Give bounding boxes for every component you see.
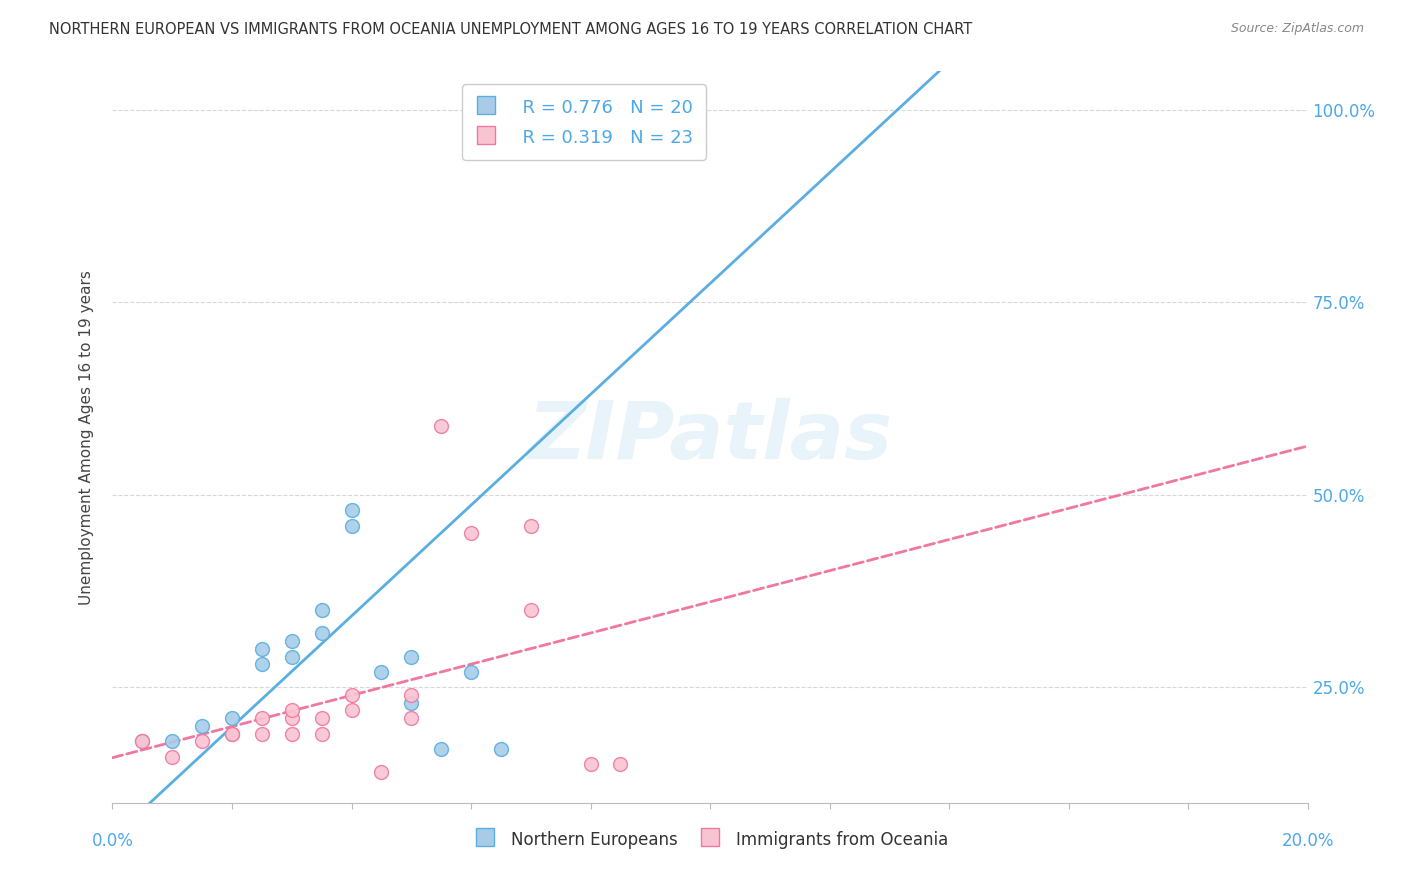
Point [281, 726, 304, 740]
Text: ZIPatlas: ZIPatlas [527, 398, 893, 476]
Point [250, 657, 273, 672]
Point [131, 734, 153, 748]
Point [250, 641, 273, 656]
Point [162, 749, 183, 764]
Point [162, 734, 183, 748]
Text: Source: ZipAtlas.com: Source: ZipAtlas.com [1230, 22, 1364, 36]
Point [191, 719, 214, 733]
Point [311, 711, 333, 725]
Point [311, 726, 333, 740]
Point [311, 626, 333, 640]
Point [401, 649, 423, 664]
Point [460, 665, 482, 679]
Y-axis label: Unemployment Among Ages 16 to 19 years: Unemployment Among Ages 16 to 19 years [79, 269, 94, 605]
Point [340, 688, 363, 702]
Point [520, 603, 543, 617]
Point [281, 711, 304, 725]
Point [281, 703, 304, 717]
Point [191, 734, 214, 748]
Point [460, 526, 482, 541]
Point [311, 603, 333, 617]
Point [669, 103, 692, 117]
Point [520, 518, 543, 533]
Point [221, 726, 243, 740]
Point [579, 757, 602, 772]
Text: 20.0%: 20.0% [1281, 832, 1334, 850]
Point [131, 734, 153, 748]
Point [609, 103, 631, 117]
Point [401, 696, 423, 710]
Point [370, 665, 392, 679]
Point [340, 518, 363, 533]
Point [609, 757, 631, 772]
Text: NORTHERN EUROPEAN VS IMMIGRANTS FROM OCEANIA UNEMPLOYMENT AMONG AGES 16 TO 19 YE: NORTHERN EUROPEAN VS IMMIGRANTS FROM OCE… [49, 22, 973, 37]
Point [340, 703, 363, 717]
Point [340, 503, 363, 517]
Text: 0.0%: 0.0% [91, 832, 134, 850]
Point [430, 418, 453, 433]
Point [401, 688, 423, 702]
Point [250, 711, 273, 725]
Legend: Northern Europeans, Immigrants from Oceania: Northern Europeans, Immigrants from Ocea… [461, 818, 959, 860]
Point [281, 649, 304, 664]
Point [281, 634, 304, 648]
Point [489, 742, 512, 756]
Point [430, 742, 453, 756]
Point [250, 726, 273, 740]
Point [401, 711, 423, 725]
Point [221, 726, 243, 740]
Point [370, 764, 392, 779]
Point [221, 711, 243, 725]
